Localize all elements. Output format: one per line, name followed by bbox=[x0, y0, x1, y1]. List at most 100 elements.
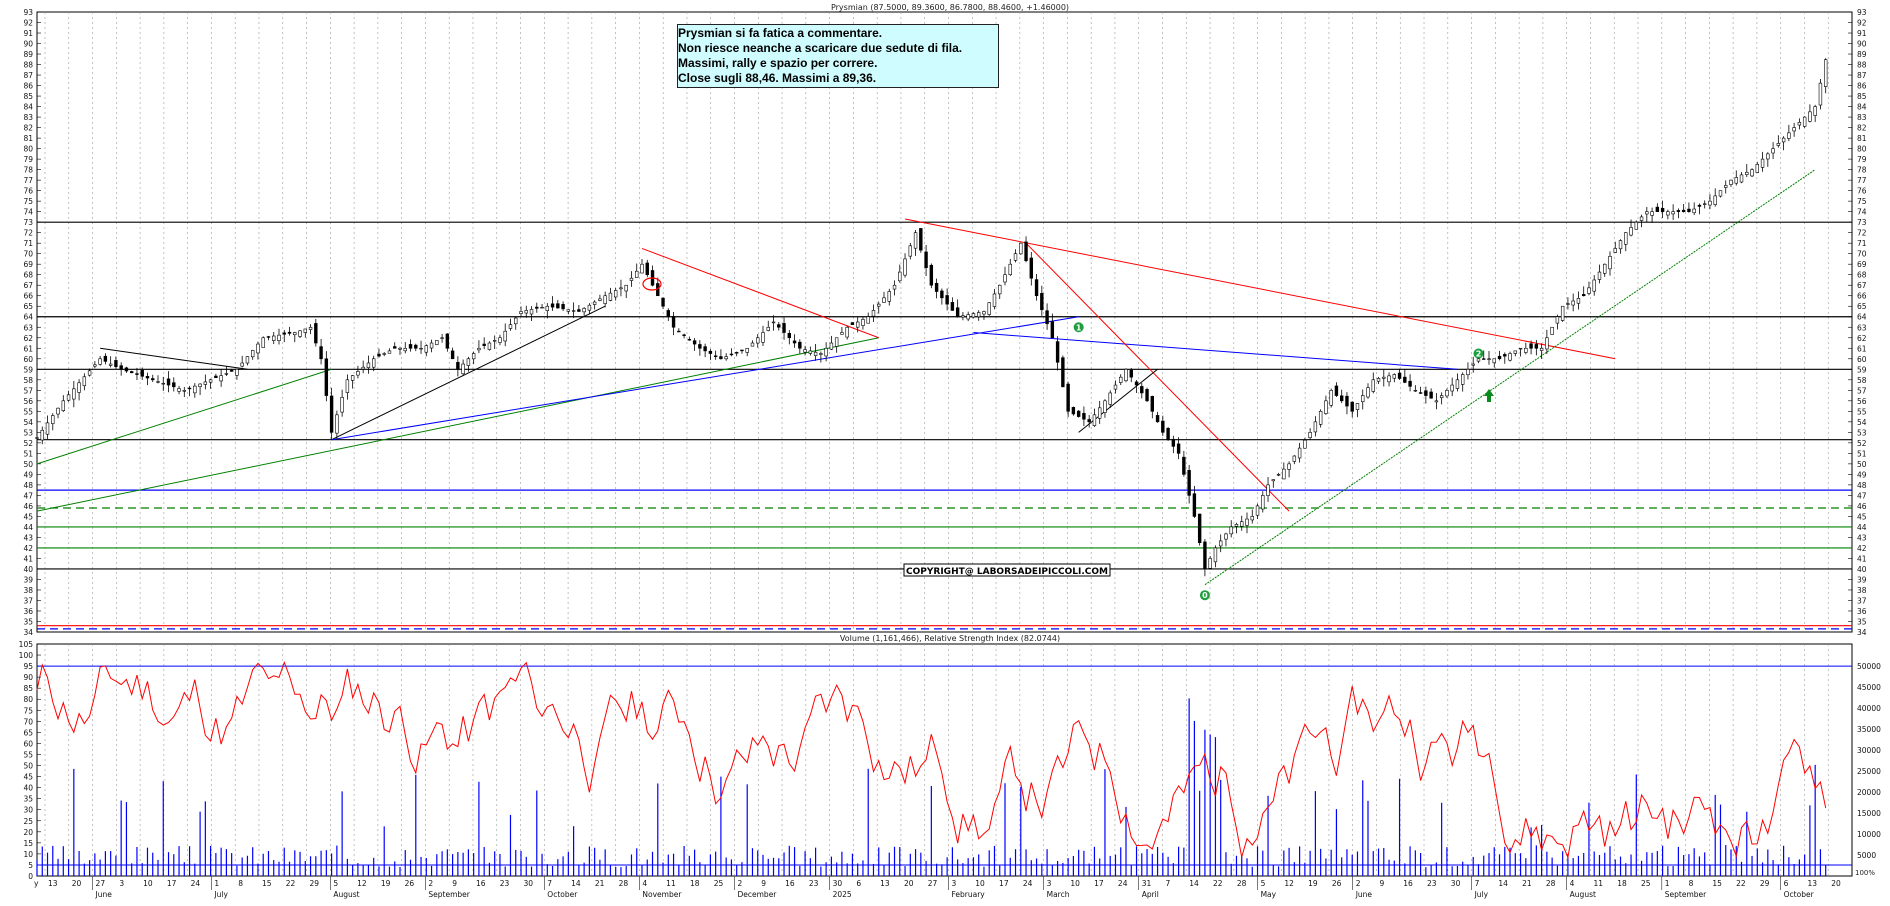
candle-body bbox=[108, 363, 113, 366]
candle-body bbox=[1382, 376, 1386, 379]
candle-body bbox=[529, 309, 534, 315]
candle-body bbox=[834, 337, 839, 347]
candle-body bbox=[35, 437, 39, 439]
trendline bbox=[331, 316, 1079, 441]
candle-body bbox=[1439, 395, 1444, 399]
candle-body bbox=[987, 302, 991, 315]
volume-tick-label: 25000 bbox=[1857, 767, 1881, 776]
candle-body bbox=[135, 373, 139, 375]
y-tick-label-left: 65 bbox=[23, 302, 33, 311]
candle-body bbox=[1576, 298, 1581, 304]
y-tick-label-right: 72 bbox=[1857, 229, 1867, 238]
candle-body bbox=[1718, 190, 1723, 197]
candle-body bbox=[214, 375, 218, 378]
y-tick-label-right: 91 bbox=[1857, 29, 1867, 38]
rsi-tick-label: 65 bbox=[23, 728, 33, 737]
candle-body bbox=[1434, 400, 1439, 403]
candle-body bbox=[303, 328, 308, 333]
candle-body bbox=[1024, 241, 1028, 262]
candle-body bbox=[224, 373, 229, 375]
x-tick-label-month: December bbox=[738, 890, 778, 899]
x-tick-label-day: 28 bbox=[1237, 879, 1247, 888]
y-tick-label-right: 86 bbox=[1857, 82, 1867, 91]
candle-body bbox=[535, 306, 539, 309]
x-tick-label-day: 16 bbox=[1403, 879, 1413, 888]
candle-body bbox=[250, 350, 255, 358]
candle-body bbox=[482, 343, 486, 346]
candle-body bbox=[1397, 372, 1402, 379]
candle-body bbox=[787, 333, 792, 339]
candle-body bbox=[198, 383, 202, 387]
y-tick-label-left: 73 bbox=[23, 218, 33, 227]
y-tick-label-right: 84 bbox=[1857, 103, 1867, 112]
candle-body bbox=[1124, 368, 1128, 382]
x-tick-label-month: November bbox=[642, 890, 682, 899]
candle-body bbox=[1003, 274, 1007, 283]
x-tick-label-day: 12 bbox=[1284, 879, 1294, 888]
rsi-tick-label: 35 bbox=[23, 795, 33, 804]
trendline bbox=[641, 247, 879, 339]
y-tick-label-right: 43 bbox=[1857, 533, 1867, 542]
candle-body bbox=[187, 387, 192, 390]
y-tick-label-right: 80 bbox=[1857, 145, 1867, 154]
y-tick-label-right: 59 bbox=[1857, 365, 1867, 374]
watermark-text: COPYRIGHT@ LABORSADEIPICCOLI.COM bbox=[906, 567, 1108, 577]
y-tick-label-right: 93 bbox=[1857, 8, 1867, 17]
y-tick-label-right: 64 bbox=[1857, 313, 1867, 322]
candle-body bbox=[1218, 540, 1223, 547]
candle-body bbox=[871, 310, 876, 317]
y-tick-label-left: 72 bbox=[23, 229, 33, 238]
x-tick-label-day: 3 bbox=[1047, 879, 1052, 888]
candle-body bbox=[666, 310, 671, 318]
y-tick-label-left: 36 bbox=[23, 607, 33, 616]
candle-body bbox=[140, 369, 144, 377]
candle-body bbox=[272, 335, 276, 341]
y-tick-label-left: 81 bbox=[23, 134, 33, 143]
candle-body bbox=[571, 310, 576, 312]
candle-body bbox=[724, 356, 728, 360]
rsi-tick-label: 75 bbox=[23, 706, 33, 715]
candle-body bbox=[798, 341, 802, 349]
candle-body bbox=[1145, 389, 1149, 402]
y-tick-label-left: 91 bbox=[23, 29, 33, 38]
y-tick-label-left: 92 bbox=[23, 19, 33, 28]
candle-body bbox=[887, 291, 891, 302]
y-tick-label-left: 44 bbox=[23, 523, 33, 532]
candle-body bbox=[582, 308, 586, 313]
candle-body bbox=[1087, 419, 1091, 423]
y-tick-label-right: 36 bbox=[1857, 607, 1867, 616]
candle-body bbox=[1545, 337, 1549, 350]
y-tick-label-left: 56 bbox=[23, 397, 33, 406]
x-tick-label-day: 15 bbox=[262, 879, 272, 888]
y-tick-label-left: 57 bbox=[23, 386, 33, 395]
x-tick-label-day: 2 bbox=[428, 879, 433, 888]
y-tick-label-left: 68 bbox=[23, 271, 33, 280]
candle-body bbox=[945, 295, 949, 305]
candle-body bbox=[393, 346, 397, 349]
candle-body bbox=[466, 358, 471, 366]
candle-body bbox=[1050, 321, 1055, 339]
candle-body bbox=[356, 371, 360, 376]
candle-body bbox=[587, 304, 592, 311]
y-tick-label-right: 54 bbox=[1857, 418, 1867, 427]
x-tick-label-day: 21 bbox=[595, 879, 605, 888]
candle-body bbox=[1802, 116, 1807, 127]
candle-body bbox=[1571, 300, 1575, 306]
y-tick-label-right: 60 bbox=[1857, 355, 1867, 364]
candle-body bbox=[1776, 143, 1781, 146]
candle-body bbox=[82, 376, 87, 387]
candle-body bbox=[1303, 439, 1307, 449]
y-tick-label-left: 47 bbox=[23, 491, 33, 500]
y-tick-label-left: 39 bbox=[23, 575, 33, 584]
candle-body bbox=[492, 340, 497, 342]
y-tick-label-left: 37 bbox=[23, 596, 33, 605]
rsi-tick-label: 60 bbox=[23, 739, 33, 748]
candle-body bbox=[1529, 343, 1533, 349]
candle-body bbox=[803, 349, 807, 353]
candle-body bbox=[193, 385, 197, 394]
y-tick-label-right: 63 bbox=[1857, 323, 1867, 332]
x-tick-label-day: 8 bbox=[238, 879, 243, 888]
x-tick-label-day: 21 bbox=[1522, 879, 1532, 888]
wave-marker bbox=[1473, 348, 1484, 359]
